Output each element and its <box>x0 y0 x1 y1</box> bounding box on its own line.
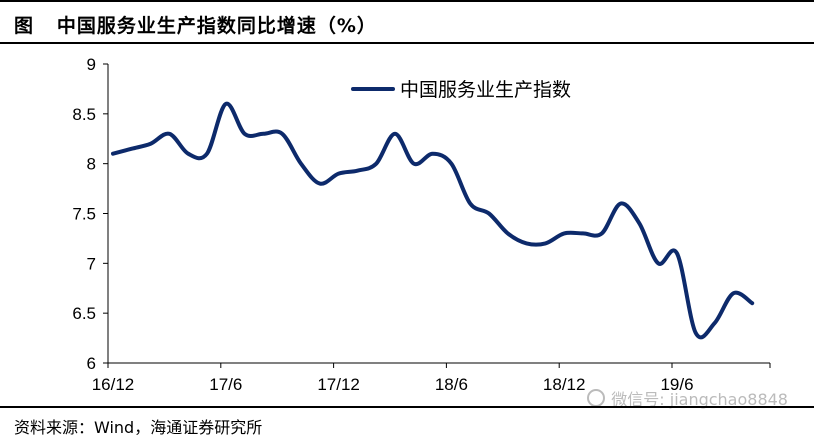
wechat-icon <box>587 389 606 407</box>
chart-title: 图 中国服务业生产指数同比增速（%） <box>14 15 377 37</box>
x-tick-label: 18/12 <box>543 375 586 394</box>
y-tick-label: 8.5 <box>72 105 96 124</box>
legend-label: 中国服务业生产指数 <box>400 79 571 101</box>
x-tick-label: 16/12 <box>92 375 135 394</box>
x-tick-label: 19/6 <box>660 375 693 394</box>
x-tick-label: 17/6 <box>209 375 242 394</box>
y-tick-label: 6.5 <box>72 304 96 323</box>
y-tick-label: 7 <box>87 254 96 273</box>
source-note: 资料来源：Wind，海通证券研究所 <box>14 418 263 437</box>
y-tick-label: 9 <box>87 55 96 74</box>
series-line <box>111 101 755 340</box>
line-chart: 9 8.5 8 7.5 7 6.5 6 16/12 17/6 17/12 18/6 18/12 19/6… <box>72 55 771 394</box>
y-tick-label: 6 <box>87 354 96 373</box>
x-tick-label: 17/12 <box>317 375 360 394</box>
watermark-text: 微信号: jiangchao8848 <box>611 390 788 409</box>
source-bar: 资料来源：Wind，海通证券研究所 <box>0 406 814 441</box>
title-bar: 图 中国服务业生产指数同比增速（%） <box>0 0 814 44</box>
y-tick-label: 7.5 <box>72 205 96 224</box>
x-tick-label: 18/6 <box>435 375 468 394</box>
y-tick-label: 8 <box>87 155 96 174</box>
